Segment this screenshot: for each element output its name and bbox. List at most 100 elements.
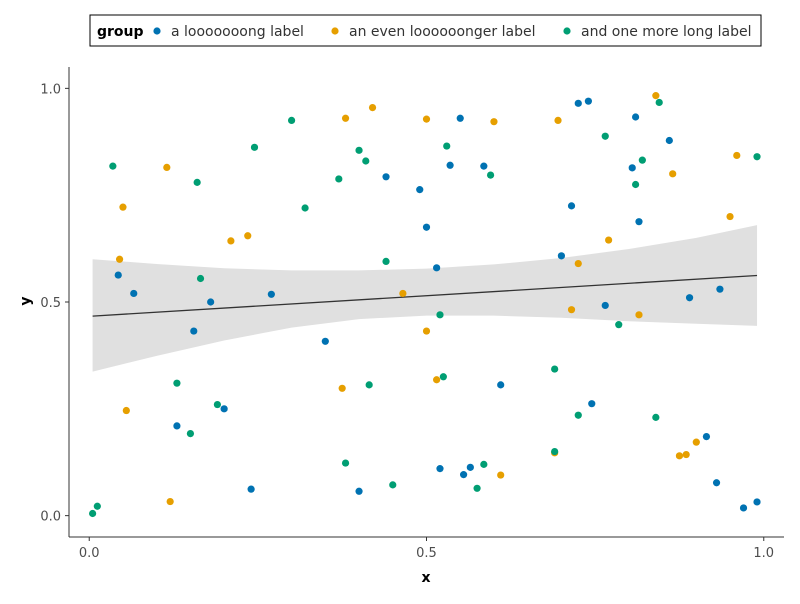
data-point-series-0-13 bbox=[433, 264, 441, 272]
legend-box bbox=[89, 14, 762, 47]
data-point-series-2-0 bbox=[89, 509, 97, 518]
legend-label-and-one-more-long-label: and one more long label bbox=[581, 24, 752, 40]
data-point-series-2-30 bbox=[638, 156, 646, 164]
legend-label-a-looooooong-label: a looooooong label bbox=[171, 24, 304, 40]
data-point-series-1-23 bbox=[669, 170, 677, 178]
data-point-series-1-8 bbox=[341, 114, 350, 122]
data-point-series-2-20 bbox=[443, 142, 451, 150]
data-point-series-2-7 bbox=[213, 400, 221, 409]
data-point-series-0-15 bbox=[446, 161, 454, 169]
data-point-series-1-17 bbox=[554, 116, 562, 125]
x-axis-title: x bbox=[421, 570, 430, 586]
data-point-series-2-18 bbox=[436, 311, 444, 319]
data-point-series-0-17 bbox=[460, 471, 468, 479]
data-point-series-0-28 bbox=[632, 113, 640, 121]
trend-line bbox=[92, 274, 758, 317]
trend-line-layer bbox=[92, 274, 758, 317]
data-point-series-0-19 bbox=[480, 162, 488, 170]
data-point-series-0-32 bbox=[702, 432, 711, 441]
legend-title: group bbox=[97, 24, 144, 40]
x-ticks: 0.0 0.5 1.0 bbox=[79, 537, 774, 561]
data-point-series-1-20 bbox=[605, 236, 613, 244]
y-tick-label: 0.0 bbox=[40, 510, 61, 525]
data-point-series-1-26 bbox=[692, 438, 700, 446]
data-point-series-1-5 bbox=[227, 237, 235, 245]
data-point-series-2-9 bbox=[287, 116, 296, 125]
y-tick-label: 0.5 bbox=[40, 296, 61, 311]
data-point-series-1-14 bbox=[490, 118, 498, 126]
data-point-series-2-32 bbox=[655, 98, 663, 107]
data-point-series-0-10 bbox=[382, 173, 390, 181]
data-point-series-0-1 bbox=[130, 289, 138, 298]
legend: group a looooooong label an even loooooo… bbox=[89, 14, 762, 47]
y-tick-label: 1.0 bbox=[40, 82, 61, 97]
data-point-series-0-31 bbox=[685, 294, 694, 302]
data-point-series-2-13 bbox=[355, 146, 363, 154]
data-point-series-1-2 bbox=[122, 406, 130, 415]
data-point-series-1-27 bbox=[726, 212, 734, 221]
data-point-series-1-10 bbox=[399, 289, 407, 298]
data-point-series-0-11 bbox=[416, 186, 424, 194]
data-point-series-1-18 bbox=[567, 306, 576, 314]
data-point-series-0-29 bbox=[635, 218, 643, 226]
data-point-series-0-0 bbox=[114, 271, 122, 279]
data-point-series-0-3 bbox=[190, 327, 198, 335]
data-point-series-0-18 bbox=[466, 463, 474, 471]
data-point-series-0-22 bbox=[567, 202, 576, 210]
data-point-series-0-24 bbox=[584, 97, 592, 105]
data-point-series-1-12 bbox=[422, 115, 431, 123]
data-point-series-2-29 bbox=[632, 180, 640, 189]
data-point-series-1-13 bbox=[433, 376, 441, 384]
data-point-series-2-15 bbox=[365, 381, 373, 389]
data-point-series-0-14 bbox=[436, 465, 444, 473]
data-point-series-2-21 bbox=[473, 484, 481, 492]
y-axis-title: y bbox=[18, 296, 34, 305]
data-point-series-2-5 bbox=[193, 178, 201, 186]
data-point-series-2-16 bbox=[382, 257, 390, 266]
data-point-series-0-34 bbox=[716, 285, 724, 293]
data-point-series-1-28 bbox=[733, 151, 741, 160]
data-point-series-0-27 bbox=[628, 164, 636, 172]
data-point-series-2-25 bbox=[551, 447, 559, 456]
data-point-series-1-7 bbox=[338, 384, 346, 392]
data-point-series-1-0 bbox=[115, 255, 124, 263]
data-point-series-2-8 bbox=[250, 143, 259, 151]
data-point-series-1-24 bbox=[675, 452, 684, 460]
legend-key-a-looooooong-label bbox=[153, 27, 161, 35]
data-point-series-2-23 bbox=[486, 171, 495, 179]
data-point-series-2-1 bbox=[93, 502, 101, 510]
data-point-series-0-5 bbox=[220, 405, 228, 413]
data-point-series-2-6 bbox=[196, 274, 205, 283]
data-point-series-2-24 bbox=[551, 365, 559, 373]
data-point-series-0-26 bbox=[601, 301, 609, 310]
legend-label-an-even-loooooonger-label: an even loooooonger label bbox=[349, 24, 535, 40]
data-point-series-0-4 bbox=[207, 298, 215, 306]
x-tick-label: 0.0 bbox=[79, 546, 100, 561]
data-point-series-1-4 bbox=[166, 497, 174, 506]
data-point-series-1-11 bbox=[422, 327, 431, 335]
legend-key-and-one-more-long-label bbox=[563, 27, 571, 35]
data-point-series-2-12 bbox=[341, 459, 350, 467]
data-point-series-2-28 bbox=[615, 321, 623, 329]
x-tick-label: 1.0 bbox=[753, 546, 774, 561]
data-point-series-2-22 bbox=[480, 460, 488, 468]
data-point-series-0-2 bbox=[173, 422, 181, 430]
data-point-series-1-6 bbox=[244, 232, 252, 240]
data-point-series-2-31 bbox=[652, 413, 660, 421]
data-point-series-0-23 bbox=[574, 99, 582, 107]
data-point-series-2-10 bbox=[301, 204, 309, 212]
data-point-series-0-12 bbox=[422, 223, 431, 231]
data-point-series-0-6 bbox=[247, 485, 255, 493]
data-point-series-0-8 bbox=[321, 337, 329, 345]
data-point-series-0-16 bbox=[456, 114, 464, 122]
data-point-series-0-7 bbox=[267, 290, 275, 298]
data-point-series-2-14 bbox=[362, 157, 370, 165]
data-point-series-0-33 bbox=[712, 479, 721, 487]
data-point-series-0-25 bbox=[588, 400, 596, 408]
data-point-series-1-19 bbox=[574, 259, 582, 268]
data-point-series-1-1 bbox=[119, 203, 127, 211]
data-point-series-2-3 bbox=[173, 379, 181, 387]
data-point-series-2-26 bbox=[574, 411, 582, 419]
